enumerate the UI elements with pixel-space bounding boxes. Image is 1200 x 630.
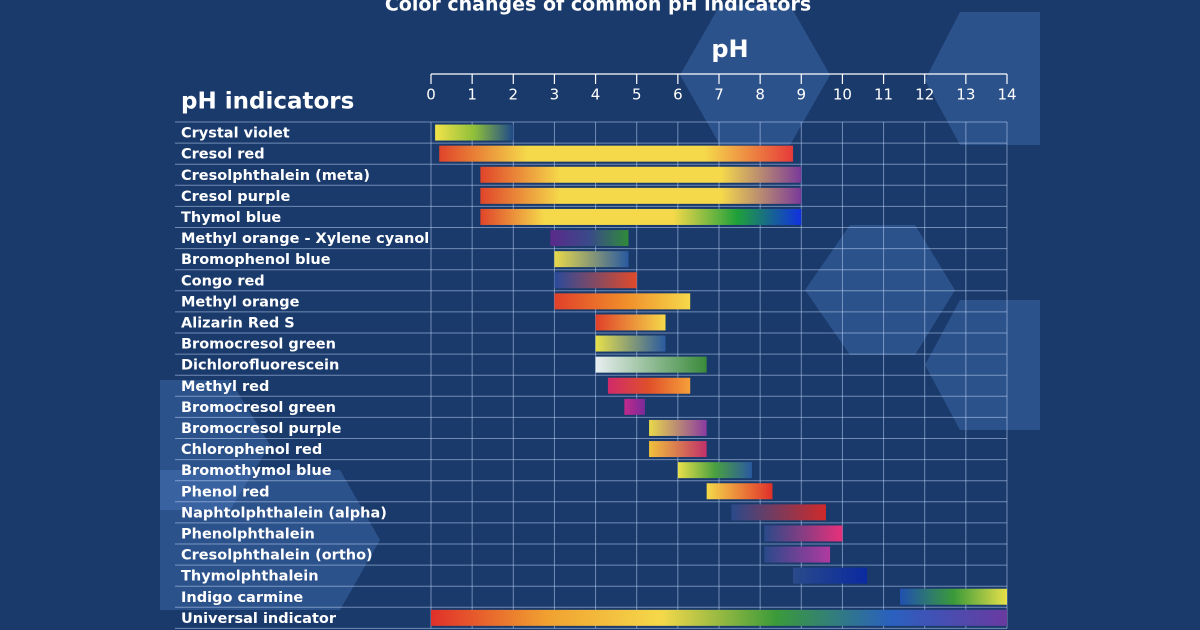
row-label: Bromophenol blue bbox=[181, 252, 331, 268]
row-label: Dichlorofluorescein bbox=[181, 358, 339, 374]
bar bbox=[439, 145, 794, 162]
x-tick-label: 3 bbox=[550, 86, 560, 104]
bar bbox=[764, 546, 831, 563]
bar bbox=[595, 356, 707, 373]
hexagon bbox=[925, 300, 1040, 430]
hexagon bbox=[805, 225, 955, 355]
hexagon bbox=[160, 380, 270, 510]
bar bbox=[480, 187, 802, 204]
bar bbox=[554, 293, 691, 310]
x-tick-label: 5 bbox=[632, 86, 642, 104]
bar bbox=[431, 609, 1007, 626]
x-tick-label: 11 bbox=[874, 86, 893, 104]
row-label: Chlorophenol red bbox=[181, 442, 322, 458]
x-tick-label: 1 bbox=[467, 86, 477, 104]
bar bbox=[731, 504, 826, 521]
row-label: Naphtolphthalein (alpha) bbox=[181, 505, 387, 521]
bar bbox=[435, 124, 514, 141]
hexagon bbox=[680, 5, 830, 145]
chart-title: Color changes of common pH indicators bbox=[385, 0, 811, 16]
bar bbox=[706, 483, 773, 500]
bar bbox=[677, 462, 752, 479]
row-label: Universal indicator bbox=[181, 611, 337, 627]
row-label: Methyl red bbox=[181, 379, 269, 395]
row-label: Thymolphthalein bbox=[181, 569, 319, 585]
row-label: Bromocresol green bbox=[181, 337, 336, 353]
row-label: Bromothymol blue bbox=[181, 463, 332, 479]
x-tick-label: 14 bbox=[997, 86, 1016, 104]
row-label: Indigo carmine bbox=[181, 590, 303, 606]
row-label: Methyl orange - Xylene cyanol bbox=[181, 231, 429, 247]
row-label: Crystal violet bbox=[181, 126, 290, 142]
x-tick-label: 4 bbox=[591, 86, 601, 104]
bar bbox=[793, 567, 868, 584]
row-label: Methyl orange bbox=[181, 294, 300, 310]
y-axis-title: pH indicators bbox=[181, 89, 354, 115]
x-tick-label: 2 bbox=[509, 86, 519, 104]
row-label: Phenolphthalein bbox=[181, 526, 315, 542]
x-tick-label: 8 bbox=[755, 86, 765, 104]
bar bbox=[554, 272, 637, 289]
row-label: Cresolphthalein (meta) bbox=[181, 168, 370, 184]
bar bbox=[624, 398, 645, 415]
bar bbox=[480, 208, 802, 225]
row-label: Alizarin Red S bbox=[181, 315, 295, 331]
hexagon bbox=[160, 470, 380, 610]
row-label: Bromocresol green bbox=[181, 400, 336, 416]
bar bbox=[649, 419, 707, 436]
bar bbox=[550, 230, 629, 247]
row-label: Thymol blue bbox=[181, 210, 281, 226]
x-tick-label: 12 bbox=[915, 86, 934, 104]
x-axis-title: pH bbox=[711, 35, 748, 63]
row-label: Cresol red bbox=[181, 147, 265, 163]
bar bbox=[649, 441, 707, 458]
row-label: Cresolphthalein (ortho) bbox=[181, 548, 373, 564]
x-tick-label: 6 bbox=[673, 86, 683, 104]
row-label: Cresol purple bbox=[181, 189, 290, 205]
bar bbox=[480, 166, 802, 183]
row-label: Phenol red bbox=[181, 484, 269, 500]
x-tick-label: 7 bbox=[714, 86, 724, 104]
row-label: Bromocresol purple bbox=[181, 421, 342, 437]
x-tick-label: 0 bbox=[426, 86, 436, 104]
row-label: Congo red bbox=[181, 273, 265, 289]
x-tick-label: 10 bbox=[833, 86, 852, 104]
bar bbox=[595, 335, 666, 352]
hexagon bbox=[925, 12, 1040, 145]
bar bbox=[595, 314, 666, 331]
bar bbox=[607, 377, 691, 394]
bar bbox=[900, 588, 1007, 605]
bar bbox=[764, 525, 843, 542]
x-tick-label: 13 bbox=[956, 86, 975, 104]
bar bbox=[554, 251, 629, 268]
x-tick-label: 9 bbox=[797, 86, 807, 104]
